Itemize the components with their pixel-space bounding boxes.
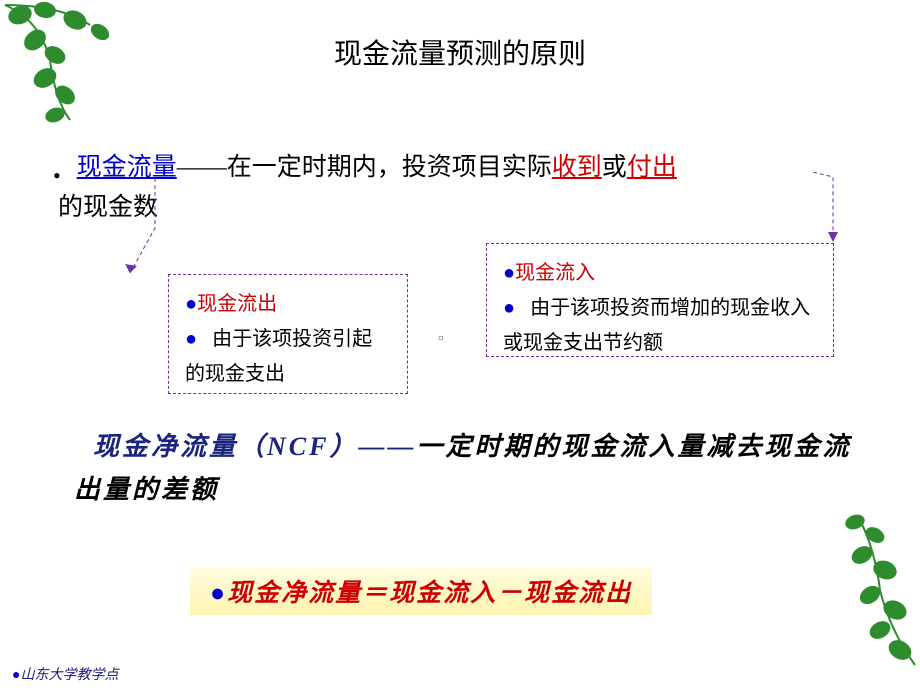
bullet-dot-icon: ● <box>185 293 197 315</box>
main-mid: 或 <box>602 154 627 181</box>
formula-highlight: ●现金净流量＝现金流入－现金流出 <box>190 567 652 615</box>
formula-text: 现金净流量＝现金流入－现金流出 <box>227 580 632 607</box>
page-marker-icon: ▫ <box>438 330 444 348</box>
box-inflow-body: 由于该项投资而增加的现金收入或现金支出节约额 <box>503 297 810 354</box>
bullet-dot-icon: ● <box>210 579 227 607</box>
slide: 现金流量预测的原则 • 现金流量——在一定时期内，投资项目实际收到或付出的现金数… <box>0 0 920 690</box>
bullet-dot-icon: ● <box>503 297 515 319</box>
main-dash: —— <box>177 154 227 181</box>
ncf-em: 现金净流量（NCF）—— <box>93 432 416 461</box>
term-cashflow: 现金流量 <box>77 154 177 181</box>
footer-text: 山东大学教学点 <box>20 668 118 683</box>
main-bullet: • 现金流量——在一定时期内，投资项目实际收到或付出的现金数 <box>58 148 860 228</box>
box-outflow-header: ●现金流出 <box>185 287 391 322</box>
box-inflow-title: 现金流入 <box>515 262 595 284</box>
main-body2: 的现金数 <box>58 194 158 221</box>
box-outflow: ●现金流出 ● 由于该项投资引起的现金支出 <box>168 274 408 394</box>
bullet-dot-icon: ● <box>185 328 197 350</box>
main-body1: 在一定时期内，投资项目实际 <box>227 154 552 181</box>
vine-bottom-right-icon <box>800 510 920 670</box>
box-outflow-body-line: ● 由于该项投资引起的现金支出 <box>185 322 391 392</box>
box-inflow-header: ●现金流入 <box>503 256 817 291</box>
box-inflow: ●现金流入 ● 由于该项投资而增加的现金收入或现金支出节约额 <box>486 243 834 357</box>
box-outflow-body: 由于该项投资引起的现金支出 <box>185 328 372 385</box>
main-red2: 付出 <box>627 154 677 181</box>
ncf-definition: 现金净流量（NCF）——一定时期的现金流入量减去现金流出量的差额 <box>74 426 860 512</box>
main-red1: 收到 <box>552 154 602 181</box>
bullet-dot-icon: • <box>53 158 61 193</box>
bullet-dot-icon: ● <box>503 262 515 284</box>
box-outflow-title: 现金流出 <box>197 293 277 315</box>
box-inflow-body-line: ● 由于该项投资而增加的现金收入或现金支出节约额 <box>503 291 817 361</box>
footer: ●山东大学教学点 <box>12 664 118 684</box>
slide-title: 现金流量预测的原则 <box>0 32 920 72</box>
